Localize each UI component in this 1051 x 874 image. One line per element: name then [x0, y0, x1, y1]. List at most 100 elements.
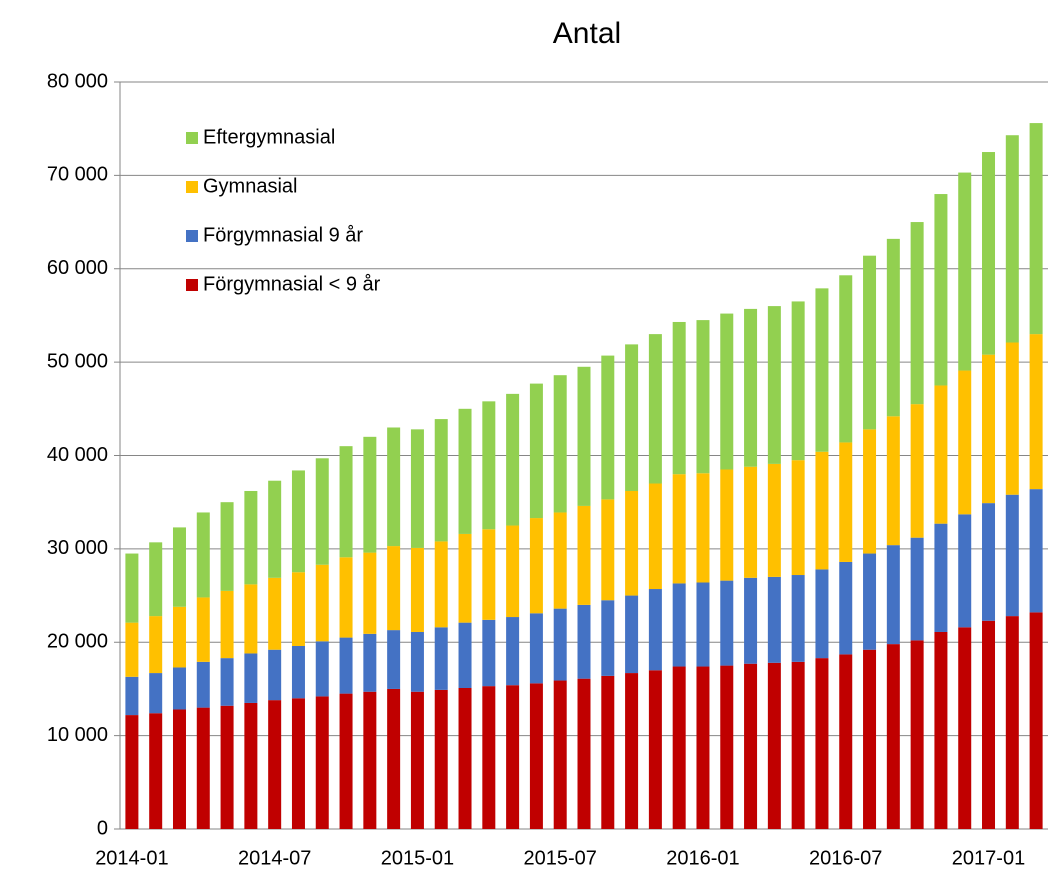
bar-segment [648, 589, 662, 671]
legend-label: Gymnasial [203, 175, 297, 197]
bar-segment [244, 584, 258, 654]
bar-segment [886, 238, 900, 417]
bar-segment [744, 663, 758, 829]
bar-segment [482, 401, 496, 530]
bar-segment [577, 505, 591, 605]
bar-segment [767, 662, 781, 829]
bar-segment [553, 680, 567, 829]
bar-segment [125, 676, 139, 716]
bar-segment [529, 613, 543, 684]
bar-segment [958, 514, 972, 628]
bar-segment [315, 458, 329, 565]
bar-segment [815, 288, 829, 452]
bar-segment [363, 552, 377, 634]
bar-segment [529, 683, 543, 829]
bar-segment [363, 691, 377, 829]
y-tick-label: 20 000 [47, 631, 108, 653]
bar-segment [791, 661, 805, 829]
bar-segment [672, 666, 686, 829]
bar-segment [291, 698, 305, 829]
bar-segment [339, 637, 353, 694]
bar-segment [863, 649, 877, 829]
bar-segment [458, 622, 472, 689]
bar-segment [744, 308, 758, 467]
bar-segment [958, 627, 972, 829]
legend-label: Förgymnasial 9 år [203, 224, 363, 246]
bar-segment [172, 709, 186, 829]
bar-segment [387, 630, 401, 689]
bar-segment [696, 320, 710, 474]
legend-label: Eftergymnasial [203, 126, 335, 148]
bar-segment [720, 580, 734, 666]
y-tick-label: 0 [97, 817, 108, 839]
bar-segment [720, 313, 734, 470]
bar-segment [934, 194, 948, 386]
bar-segment [410, 631, 424, 692]
bar-segment [553, 512, 567, 609]
bar-segment [577, 366, 591, 506]
bar-segment [149, 616, 163, 674]
bar-segment [1029, 612, 1043, 829]
bar-segment [196, 597, 210, 662]
legend-swatch [186, 279, 198, 291]
legend-label: Förgymnasial < 9 år [203, 273, 381, 295]
bar-segment [886, 545, 900, 645]
bar-segment [434, 689, 448, 829]
bar-segment [791, 301, 805, 461]
bar-segment [934, 523, 948, 632]
bar-segment [791, 460, 805, 576]
bar-segment [434, 419, 448, 542]
bar-segment [125, 553, 139, 623]
bar-segment [244, 702, 258, 829]
bar-segment [886, 644, 900, 829]
bar-segment [982, 503, 996, 621]
bar-segment [910, 640, 924, 829]
bar-segment [1005, 616, 1019, 829]
chart-title: Antal [553, 17, 621, 50]
bar-segment [910, 404, 924, 538]
bar-segment [601, 675, 615, 829]
bar-segment [458, 533, 472, 623]
y-tick-label: 10 000 [47, 724, 108, 746]
bar-segment [244, 490, 258, 585]
bar-segment [1005, 135, 1019, 343]
bar-segment [196, 661, 210, 708]
bar-segment [720, 469, 734, 581]
bar-segment [958, 172, 972, 371]
bar-segment [1029, 123, 1043, 335]
bar-segment [934, 631, 948, 829]
bar-segment [220, 590, 234, 659]
bar-segment [1005, 494, 1019, 617]
bar-segment [863, 553, 877, 650]
bar-segment [458, 408, 472, 534]
bar-segment [149, 542, 163, 617]
bar-segment [196, 512, 210, 598]
bar-segment [696, 582, 710, 667]
bar-segment [410, 429, 424, 548]
bar-segment [244, 653, 258, 703]
bar-segment [672, 474, 686, 584]
bar-segment [839, 561, 853, 655]
bar-segment [672, 321, 686, 475]
bar-segment [172, 606, 186, 668]
bar-segment [1029, 489, 1043, 613]
y-tick-label: 40 000 [47, 444, 108, 466]
bar-segment [601, 355, 615, 500]
bar-segment [506, 617, 520, 686]
bar-segment [1005, 342, 1019, 495]
bar-segment [220, 705, 234, 829]
bar-segment [529, 383, 543, 519]
bar-segment [625, 344, 639, 491]
x-tick-label: 2014-07 [238, 847, 311, 869]
x-tick-label: 2015-01 [381, 847, 454, 869]
bar-segment [291, 572, 305, 646]
bar-segment [220, 502, 234, 591]
bar-segment [934, 385, 948, 524]
bar-segment [625, 673, 639, 829]
bar-segment [315, 696, 329, 829]
legend-swatch [186, 132, 198, 144]
bar-segment [1029, 334, 1043, 490]
bar-segment [886, 416, 900, 546]
legend-swatch [186, 181, 198, 193]
